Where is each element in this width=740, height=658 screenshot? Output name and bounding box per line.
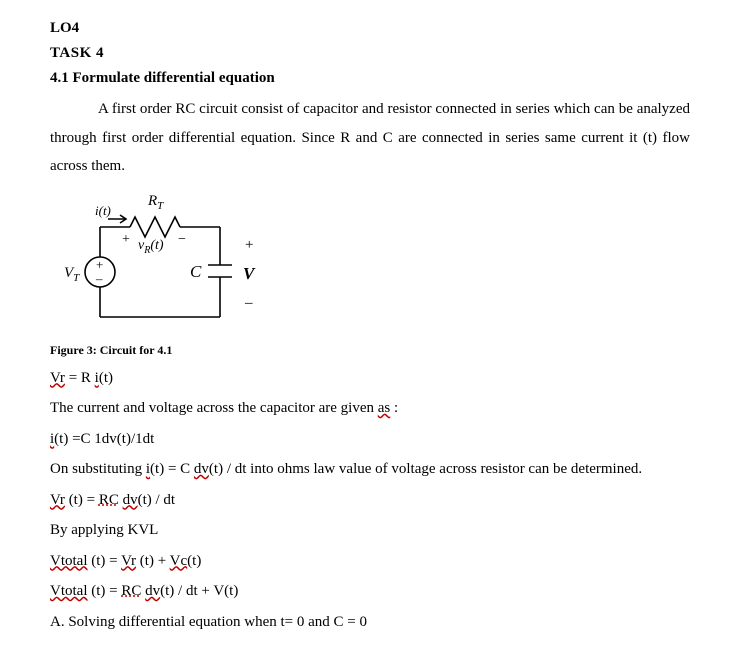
source-plus: + bbox=[96, 257, 103, 272]
eq-vtotal-2: Vtotal (t) = RC dv(t) / dt + V(t) bbox=[50, 577, 690, 606]
label-v: V bbox=[243, 264, 256, 283]
intro-paragraph: A first order RC circuit consist of capa… bbox=[50, 95, 690, 181]
resistor-plus: + bbox=[122, 232, 130, 247]
label-vt: VT bbox=[64, 265, 80, 284]
resistor-minus: − bbox=[178, 232, 186, 247]
heading-subsection: 4.1 Formulate differential equation bbox=[50, 70, 690, 87]
eq-vr: Vr = R i(t) bbox=[50, 364, 690, 393]
text-kvl: By applying KVL bbox=[50, 516, 690, 545]
cap-plus: + bbox=[245, 237, 253, 253]
heading-task: TASK 4 bbox=[50, 45, 690, 62]
text-part-a: A. Solving differential equation when t=… bbox=[50, 608, 690, 637]
text-substituting: On substituting i(t) = C dv(t) / dt into… bbox=[50, 455, 690, 484]
cap-minus: – bbox=[244, 295, 253, 311]
eq-vtotal-1: Vtotal (t) = Vr (t) + Vc(t) bbox=[50, 547, 690, 576]
eq-vr-t: Vr (t) = RC dv(t) / dt bbox=[50, 486, 690, 515]
source-minus: – bbox=[95, 271, 103, 286]
label-rt: RT bbox=[147, 193, 164, 212]
label-it: i(t) bbox=[95, 203, 111, 218]
figure-caption: Figure 3: Circuit for 4.1 bbox=[50, 343, 690, 358]
label-vrt: vR(t) bbox=[138, 238, 164, 256]
text-capacitor-relation: The current and voltage across the capac… bbox=[50, 394, 690, 423]
label-c: C bbox=[190, 262, 202, 281]
circuit-diagram: i(t) RT + − vR(t) VT + – C + V – bbox=[50, 187, 690, 337]
eq-it: i(t) =C 1dv(t)/1dt bbox=[50, 425, 690, 454]
heading-lo: LO4 bbox=[50, 20, 690, 37]
